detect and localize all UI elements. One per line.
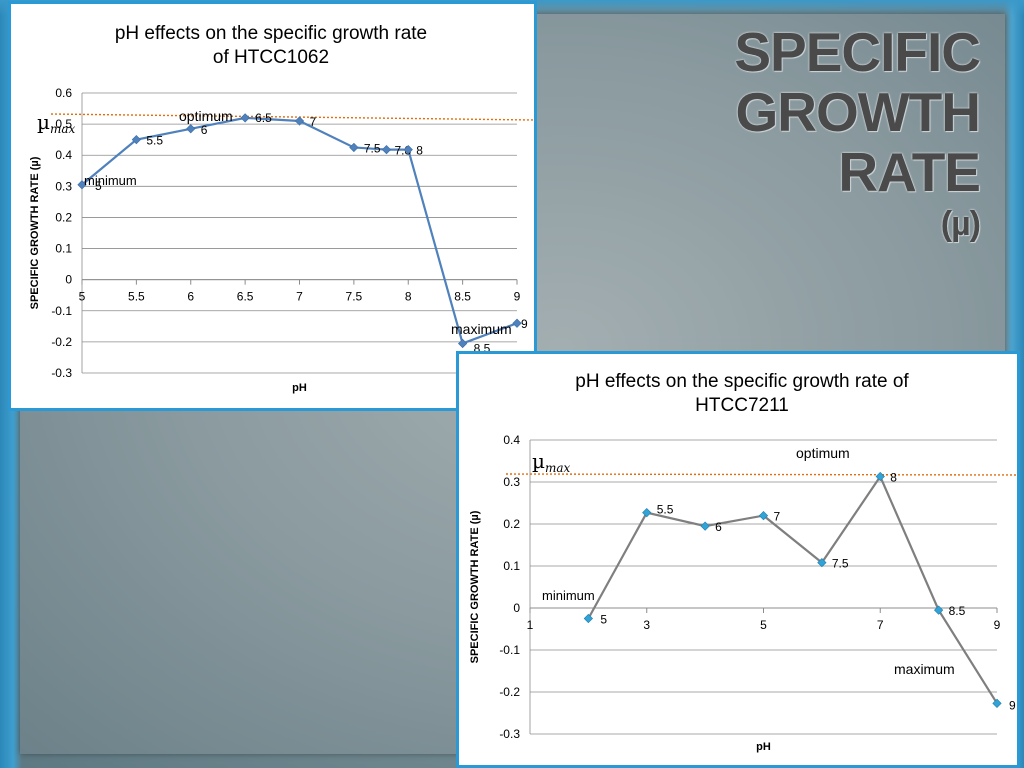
chart2-y-tick-label: 0 <box>513 601 520 615</box>
chart2-data-label: 8 <box>890 471 897 485</box>
chart2-data-point <box>875 471 885 482</box>
chart1-y-tick-label: -0.1 <box>51 304 72 318</box>
chart2-y-tick-label: -0.3 <box>499 727 520 741</box>
chart2-data-point <box>758 510 769 521</box>
chart1-x-tick-label: 5 <box>79 290 86 304</box>
chart1-y-tick-label: 0.4 <box>55 148 72 162</box>
chart1-data-point <box>458 338 468 349</box>
chart2-x-tick-label: 3 <box>643 618 650 632</box>
chart1-mu-subscript: max <box>50 122 76 136</box>
chart2-y-tick-label: 0.4 <box>503 433 520 447</box>
chart1-data-point <box>403 144 413 155</box>
chart2-y-tick-label: 0.3 <box>503 475 520 489</box>
chart1-data-label: 9 <box>521 317 528 331</box>
chart1-x-tick-label: 5.5 <box>128 290 145 304</box>
chart-htcc7211: pH effects on the specific growth rate o… <box>456 351 1020 768</box>
chart1-data-label: 8 <box>416 144 423 158</box>
chart2-x-tick-label: 1 <box>527 618 534 632</box>
chart2-x-tick-label: 7 <box>877 618 884 632</box>
chart1-data-label: 7 <box>310 115 317 129</box>
chart1-data-label: 6.5 <box>255 111 272 125</box>
chart-htcc1062-svg: pH effects on the specific growth rate of… <box>29 23 534 394</box>
chart2-data-point <box>934 605 944 615</box>
chart1-annotation-minimum: minimum <box>84 173 137 188</box>
chart1-title-line-1: pH effects on the specific growth rate <box>115 23 427 44</box>
chart1-series-line <box>81 116 518 345</box>
chart1-annotation-maximum: maximum <box>451 321 512 337</box>
chart2-y-tick-label: 0.1 <box>503 559 520 573</box>
chart1-y-tick-label: 0.3 <box>55 179 72 193</box>
chart1-y-tick-label: 0.1 <box>55 242 72 256</box>
chart1-y-tick-label: -0.2 <box>51 335 72 349</box>
chart1-data-point <box>131 135 141 145</box>
chart1-data-point <box>240 113 250 123</box>
chart2-data-label: 6 <box>715 520 722 534</box>
chart1-y-tick-label: 0.5 <box>55 117 72 131</box>
chart2-annotation-optimum: optimum <box>796 445 850 461</box>
chart2-data-label: 5 <box>600 613 607 627</box>
chart1-x-tick-label: 7 <box>296 290 303 304</box>
chart1-x-tick-label: 7.5 <box>346 290 363 304</box>
chart2-data-label: 7.5 <box>832 557 849 571</box>
chart2-y-tick-label: -0.2 <box>499 685 520 699</box>
chart1-data-label: 5.5 <box>146 134 163 148</box>
chart2-data-label: 7 <box>774 510 781 524</box>
chart2-title-line-2: HTCC7211 <box>695 395 789 416</box>
chart2-series-line <box>587 474 998 704</box>
chart1-x-tick-label: 8 <box>405 290 412 304</box>
chart2-x-tick-label: 5 <box>760 618 767 632</box>
chart2-data-label: 5.5 <box>657 503 674 517</box>
chart1-data-point <box>349 142 359 153</box>
chart1-y-tick-label: 0 <box>65 273 72 287</box>
slide-title-line-3: RATE <box>838 141 981 203</box>
chart1-data-point <box>381 144 392 155</box>
chart-htcc1062: pH effects on the specific growth rate of… <box>8 1 537 411</box>
chart1-annotation-optimum: optimum <box>179 108 233 124</box>
chart1-x-tick-label: 6 <box>187 290 194 304</box>
chart2-reference-line <box>505 473 1017 476</box>
slide-title-line-2: GROWTH <box>735 81 981 143</box>
chart2-y-axis-label: SPECIFIC GROWTH RATE (µ) <box>469 510 481 663</box>
chart2-y-tick-label: 0.2 <box>503 517 520 531</box>
chart1-mu-label: µ <box>37 110 50 134</box>
chart1-x-tick-label: 6.5 <box>237 290 254 304</box>
chart1-x-tick-label: 9 <box>514 290 521 304</box>
chart1-data-label: 5 <box>95 179 102 193</box>
chart2-data-label: 9 <box>1009 698 1016 712</box>
chart1-reference-line <box>50 113 534 121</box>
chart2-data-point <box>992 698 1002 708</box>
chart2-x-axis-label: pH <box>756 741 771 753</box>
chart2-mu-label: µ <box>532 449 545 473</box>
slide-title-symbol: (µ) <box>940 205 981 243</box>
slide-title-line-1: SPECIFIC <box>734 21 981 83</box>
chart2-data-point <box>817 558 827 568</box>
chart1-title-line-2: of HTCC1062 <box>213 47 329 68</box>
slide-title: SPECIFIC GROWTH RATE (µ) <box>680 21 981 246</box>
chart1-y-tick-label: 0.6 <box>55 86 72 100</box>
chart2-annotation-minimum: minimum <box>542 588 595 603</box>
chart1-data-point <box>512 318 522 328</box>
chart2-mu-subscript: max <box>545 461 571 475</box>
chart1-data-label: 6 <box>201 123 208 137</box>
chart1-data-point <box>186 124 196 134</box>
chart2-data-point <box>642 508 652 518</box>
chart-htcc7211-svg: pH effects on the specific growth rate o… <box>469 371 1017 753</box>
chart1-data-point <box>77 180 87 190</box>
chart2-annotation-maximum: maximum <box>894 661 955 677</box>
chart2-y-tick-label: -0.1 <box>499 643 520 657</box>
chart1-data-point <box>294 116 305 126</box>
chart1-y-axis-label: SPECIFIC GROWTH RATE (µ) <box>29 156 41 309</box>
chart2-title-line-1: pH effects on the specific growth rate o… <box>575 371 909 392</box>
chart1-x-tick-label: 8.5 <box>454 290 471 304</box>
chart1-y-tick-label: 0.2 <box>55 210 72 224</box>
chart1-y-tick-label: -0.3 <box>51 366 72 380</box>
chart1-x-axis-label: pH <box>292 382 307 394</box>
chart2-data-point <box>700 521 710 531</box>
chart2-data-point <box>583 613 593 624</box>
chart1-data-label: 7.5 <box>364 141 381 155</box>
chart2-data-label: 8.5 <box>949 604 966 618</box>
chart2-x-tick-label: 9 <box>994 618 1001 632</box>
